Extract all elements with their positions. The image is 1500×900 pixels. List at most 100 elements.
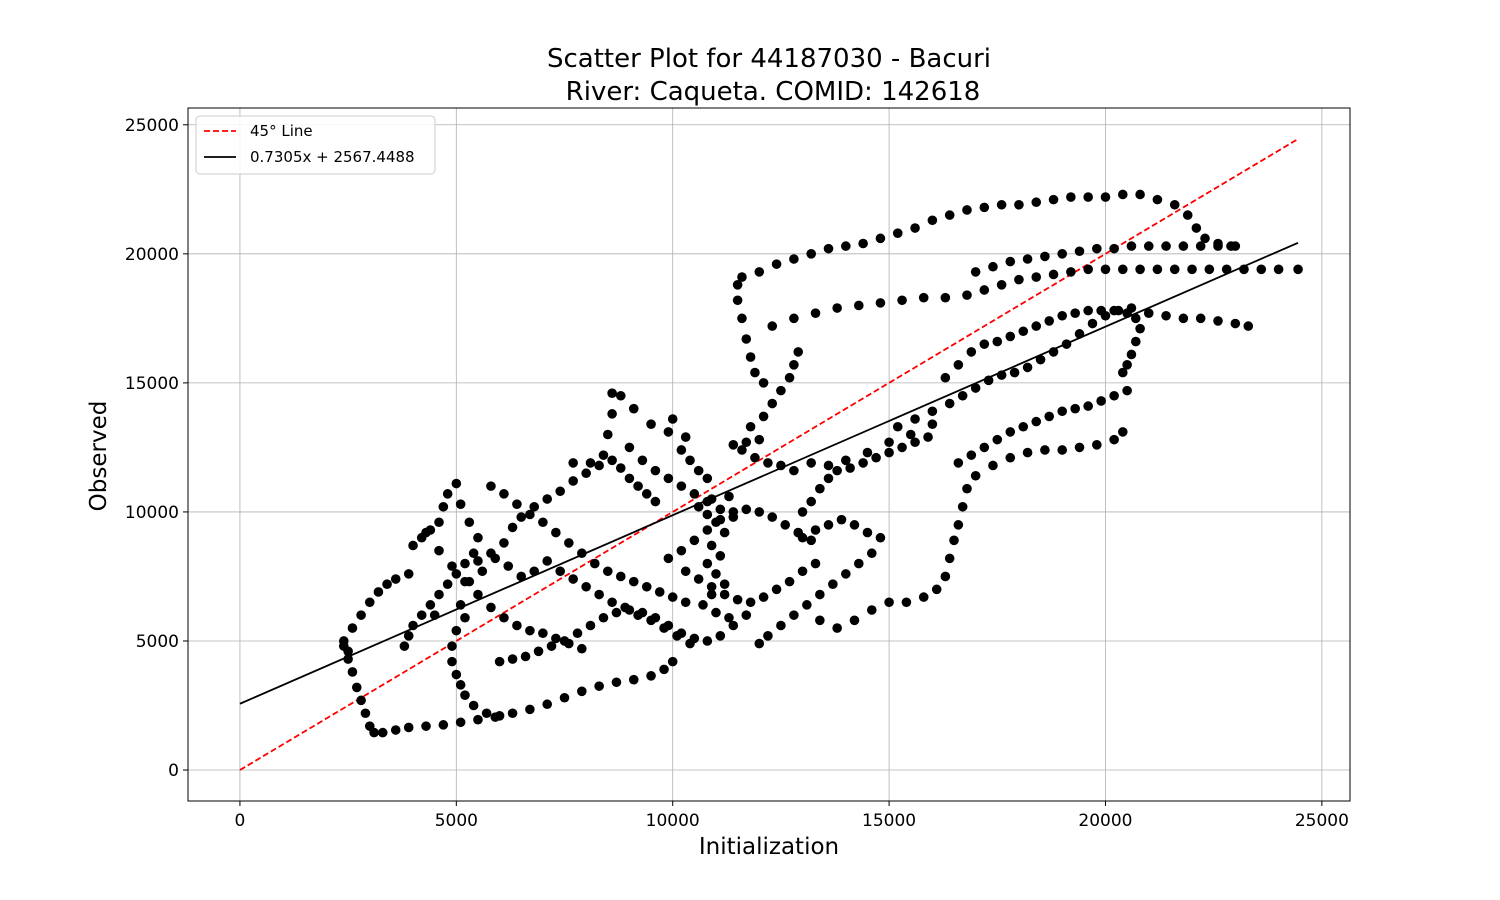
- data-point: [970, 470, 981, 481]
- data-point: [615, 571, 626, 582]
- data-point: [996, 279, 1007, 290]
- data-point: [598, 612, 609, 623]
- data-point: [460, 558, 470, 569]
- data-point: [979, 202, 990, 213]
- data-point: [568, 574, 578, 584]
- data-point: [866, 548, 877, 559]
- data-point: [663, 427, 674, 437]
- data-point: [693, 465, 704, 476]
- data-point: [421, 527, 431, 538]
- data-point: [996, 199, 1007, 210]
- x-tick-label: 25000: [1295, 811, 1349, 831]
- data-point: [754, 267, 765, 277]
- data-point: [633, 481, 643, 491]
- data-point: [390, 725, 401, 735]
- data-point: [750, 452, 760, 463]
- data-point: [659, 664, 669, 675]
- data-point: [810, 308, 821, 318]
- data-point: [559, 692, 570, 703]
- data-point: [577, 548, 587, 559]
- data-point: [1122, 308, 1132, 318]
- data-point: [988, 261, 998, 272]
- data-point: [962, 290, 972, 300]
- data-point: [403, 631, 414, 641]
- data-point: [789, 254, 799, 264]
- data-point: [1057, 445, 1068, 455]
- data-point: [1109, 305, 1119, 316]
- y-tick-label: 20000: [125, 245, 179, 265]
- data-point: [905, 429, 916, 440]
- data-point: [455, 499, 466, 509]
- data-point: [1226, 241, 1236, 251]
- data-point: [806, 496, 816, 507]
- data-point: [421, 721, 431, 731]
- data-point: [988, 460, 998, 471]
- data-point: [892, 421, 903, 432]
- x-tick-label: 5000: [435, 811, 478, 831]
- data-point: [1182, 210, 1193, 220]
- data-point: [351, 682, 362, 693]
- data-point: [538, 628, 548, 639]
- data-point: [390, 574, 401, 584]
- data-point: [737, 445, 747, 455]
- data-point: [1169, 199, 1180, 210]
- data-point: [356, 695, 366, 706]
- data-point: [966, 347, 977, 357]
- data-point: [568, 458, 578, 468]
- data-point: [594, 589, 604, 600]
- data-point: [1083, 192, 1093, 202]
- data-point: [403, 569, 414, 579]
- data-point: [628, 403, 639, 414]
- data-point: [1074, 442, 1085, 453]
- data-point: [1092, 243, 1102, 254]
- data-point: [806, 249, 816, 259]
- data-point: [1143, 308, 1154, 318]
- data-point: [702, 558, 713, 569]
- data-point: [940, 571, 951, 582]
- data-point: [737, 272, 747, 282]
- data-point: [650, 496, 661, 507]
- data-point: [702, 473, 713, 484]
- data-point: [758, 592, 769, 602]
- data-point: [862, 447, 873, 458]
- data-point: [460, 612, 470, 623]
- y-tick-label: 25000: [125, 116, 179, 136]
- data-point: [1022, 447, 1033, 458]
- data-point: [1256, 264, 1267, 275]
- data-point: [1126, 241, 1137, 251]
- data-point: [594, 681, 604, 691]
- axis-ticks: 0 5000 10000 15000 20000 25000 0 5000 10000 15000…: [125, 116, 1349, 831]
- data-point: [871, 452, 881, 463]
- data-point: [615, 390, 626, 401]
- data-point: [776, 620, 786, 631]
- data-point: [654, 587, 665, 597]
- data-point: [529, 566, 540, 577]
- data-point: [797, 566, 808, 577]
- data-point: [490, 553, 501, 564]
- data-point: [555, 566, 565, 577]
- data-point: [408, 540, 418, 551]
- data-point: [607, 455, 617, 466]
- data-point: [823, 460, 834, 471]
- data-point: [1293, 264, 1303, 275]
- data-point: [451, 669, 462, 680]
- data-point: [793, 527, 804, 538]
- data-point: [732, 594, 743, 605]
- data-point: [1048, 347, 1059, 357]
- data-point: [776, 385, 786, 396]
- data-point: [780, 520, 791, 530]
- data-point: [451, 625, 462, 636]
- data-point: [745, 352, 756, 362]
- data-point: [875, 298, 886, 308]
- data-point: [1178, 241, 1189, 251]
- data-point: [1109, 243, 1119, 254]
- data-point: [767, 398, 778, 409]
- data-point: [897, 295, 907, 306]
- data-point: [832, 303, 842, 313]
- chart-title: Scatter Plot for 44187030 - Bacuri: [547, 44, 991, 74]
- data-point: [633, 610, 643, 620]
- data-point: [841, 569, 851, 579]
- data-point: [641, 489, 652, 499]
- data-point: [347, 623, 358, 633]
- data-point: [408, 620, 418, 631]
